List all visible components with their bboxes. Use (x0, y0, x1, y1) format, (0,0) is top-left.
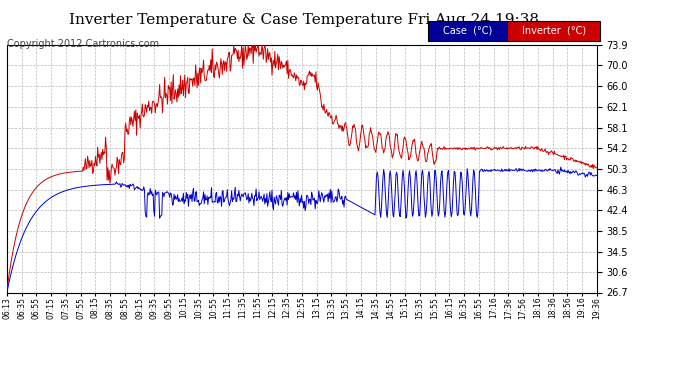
Text: Case  (°C): Case (°C) (443, 26, 492, 36)
Text: Inverter  (°C): Inverter (°C) (522, 26, 586, 36)
Text: Copyright 2012 Cartronics.com: Copyright 2012 Cartronics.com (7, 39, 159, 50)
Text: Inverter Temperature & Case Temperature Fri Aug 24 19:38: Inverter Temperature & Case Temperature … (68, 13, 539, 27)
